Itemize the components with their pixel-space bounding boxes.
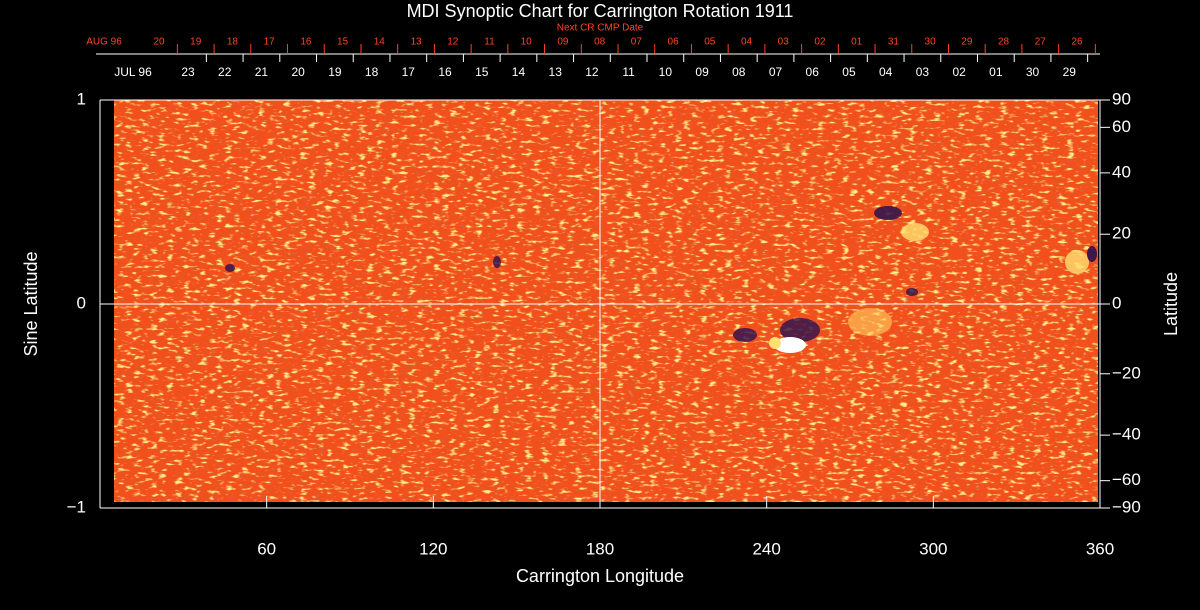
date-label: AUG 96 [86, 37, 122, 48]
x-axis-title: Carrington Longitude [516, 566, 684, 586]
y-tick-label: −1 [67, 497, 86, 516]
date-label: 02 [814, 37, 826, 48]
date-label: 06 [806, 65, 820, 79]
x-tick-label: 240 [752, 539, 780, 558]
date-label: 14 [512, 65, 526, 79]
date-label: 09 [695, 65, 709, 79]
date-label: 05 [842, 65, 856, 79]
date-label: JUL 96 [114, 65, 152, 79]
y2-tick-label: 90 [1112, 89, 1131, 108]
date-label: 30 [1026, 65, 1040, 79]
date-label: 13 [549, 65, 563, 79]
date-label: 31 [888, 37, 900, 48]
date-label: 17 [264, 37, 276, 48]
y-tick-label: 0 [77, 293, 86, 312]
date-label: 05 [704, 37, 716, 48]
y-axis-title: Sine Latitude [21, 251, 41, 356]
x-tick-label: 300 [919, 539, 947, 558]
y2-tick-label: −90 [1112, 497, 1141, 516]
date-label: 07 [769, 65, 783, 79]
date-label: 29 [961, 37, 973, 48]
y2-tick-label: 20 [1112, 224, 1131, 243]
date-label: 18 [227, 37, 239, 48]
x-tick-label: 180 [586, 539, 614, 558]
date-label: 20 [153, 37, 165, 48]
y2-axis-title: Latitude [1161, 272, 1181, 336]
date-label: 23 [181, 65, 195, 79]
y2-tick-label: 0 [1112, 293, 1121, 312]
date-axis-title: Next CR CMP Date [557, 23, 644, 34]
date-label: 01 [989, 65, 1003, 79]
date-label: 10 [659, 65, 673, 79]
x-tick-label: 60 [257, 539, 276, 558]
date-label: 22 [218, 65, 232, 79]
chart-title: MDI Synoptic Chart for Carrington Rotati… [407, 1, 794, 21]
y2-tick-label: −60 [1112, 470, 1141, 489]
date-label: 15 [475, 65, 489, 79]
x-tick-label: 120 [419, 539, 447, 558]
y2-tick-label: −20 [1112, 363, 1141, 382]
date-label: 18 [365, 65, 379, 79]
date-label: 11 [622, 65, 635, 79]
date-label: 14 [374, 37, 386, 48]
date-label: 06 [668, 37, 680, 48]
date-label: 11 [484, 37, 495, 48]
y2-tick-label: 40 [1112, 162, 1131, 181]
y2-tick-label: −40 [1112, 425, 1141, 444]
date-label: 20 [291, 65, 305, 79]
date-label: 07 [631, 37, 643, 48]
date-label: 12 [585, 65, 599, 79]
y-tick-label: 1 [77, 89, 86, 108]
date-label: 15 [337, 37, 349, 48]
date-axis-title: Central Meridian Passage Date [531, 89, 670, 100]
y2-tick-label: 60 [1112, 117, 1131, 136]
date-label: 27 [1035, 37, 1047, 48]
magnetogram [114, 100, 1098, 502]
date-label: 21 [255, 65, 269, 79]
date-label: 12 [447, 37, 459, 48]
x-tick-label: 360 [1086, 539, 1114, 558]
date-label: 03 [778, 37, 790, 48]
date-label: 08 [732, 65, 746, 79]
date-label: 16 [438, 65, 452, 79]
date-label: 28 [998, 37, 1010, 48]
date-label: 16 [300, 37, 312, 48]
date-label: 09 [557, 37, 569, 48]
date-label: 19 [190, 37, 202, 48]
date-label: 02 [952, 65, 966, 79]
date-label: 10 [521, 37, 533, 48]
date-label: 17 [402, 65, 416, 79]
date-label: 08 [594, 37, 606, 48]
date-label: 19 [328, 65, 342, 79]
date-label: 04 [879, 65, 893, 79]
date-label: 13 [410, 37, 422, 48]
date-label: 03 [916, 65, 930, 79]
date-label: 29 [1063, 65, 1077, 79]
date-label: 01 [851, 37, 863, 48]
date-label: 04 [741, 37, 753, 48]
date-label: 26 [1071, 37, 1083, 48]
date-label: 30 [925, 37, 937, 48]
